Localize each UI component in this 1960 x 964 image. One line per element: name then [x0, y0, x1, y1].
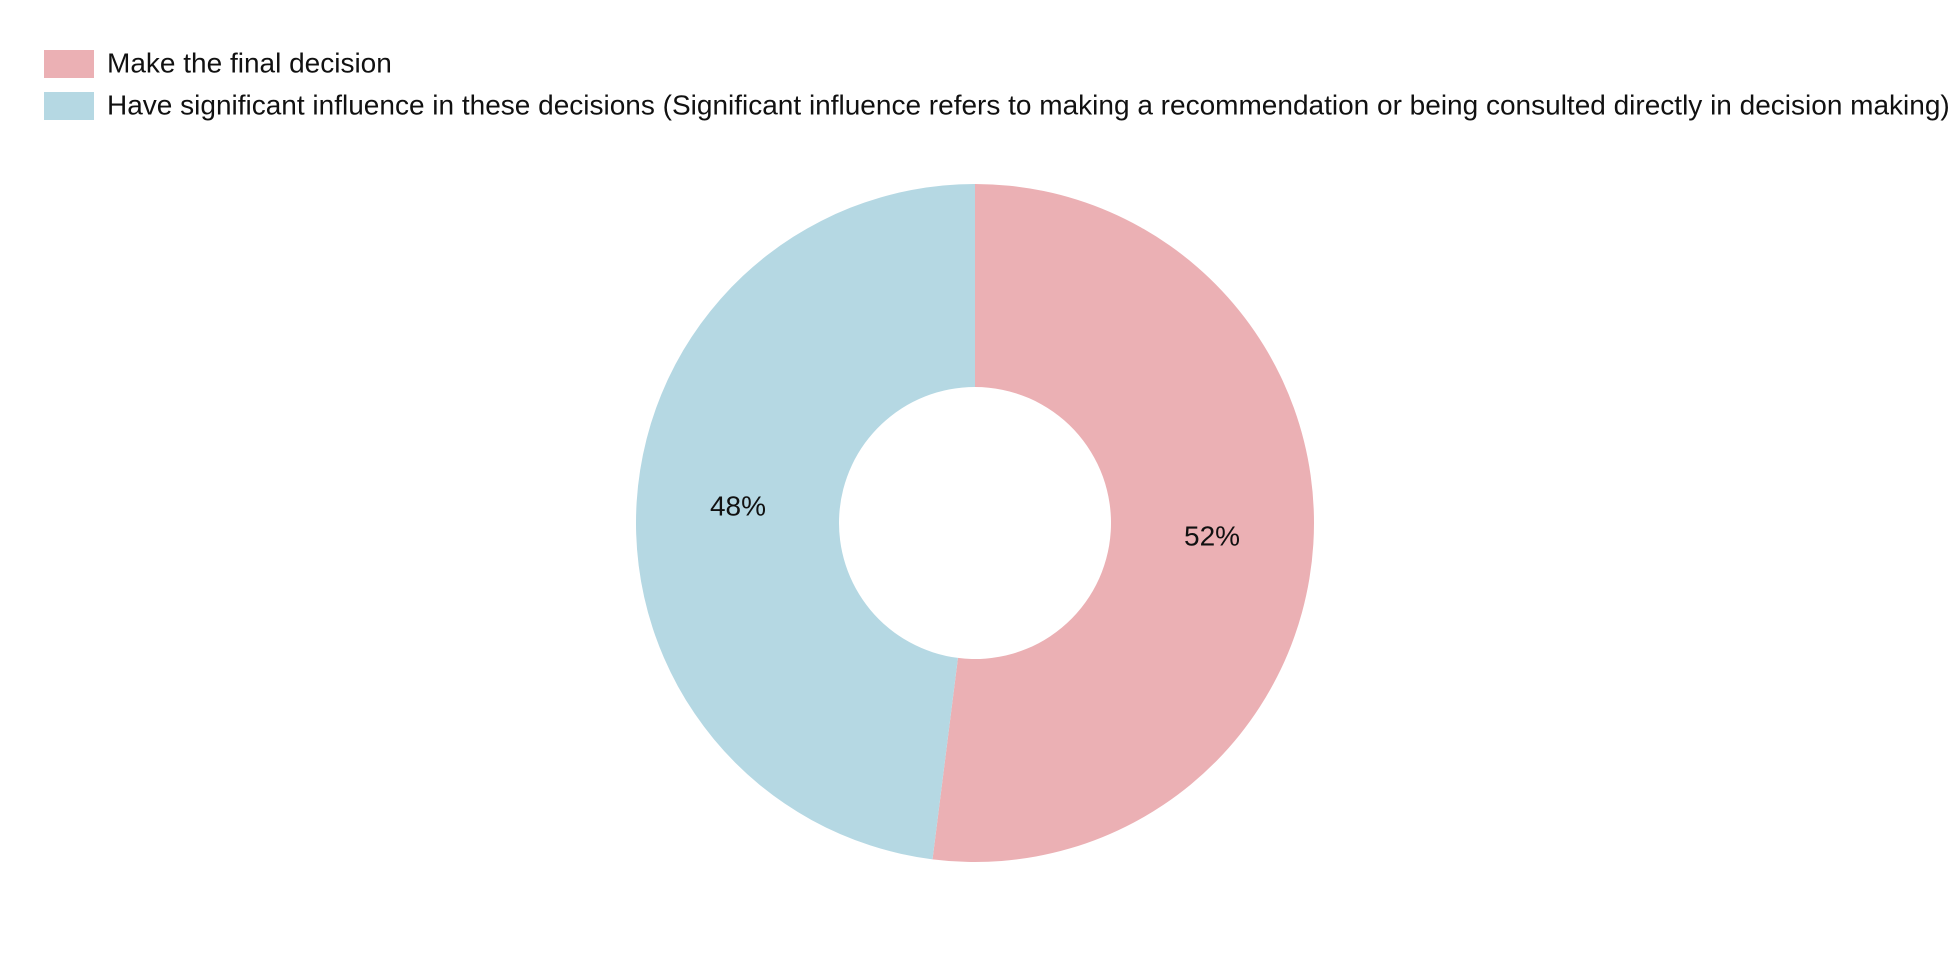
legend-swatch	[44, 50, 94, 78]
donut-slice	[932, 184, 1314, 863]
donut-slice	[635, 184, 975, 860]
legend-label: Make the final decision	[107, 47, 392, 78]
legend-label: Have significant influence in these deci…	[107, 89, 1950, 120]
slice-label: 48%	[710, 490, 766, 521]
legend-swatch	[44, 92, 94, 120]
slice-label: 52%	[1184, 520, 1240, 551]
